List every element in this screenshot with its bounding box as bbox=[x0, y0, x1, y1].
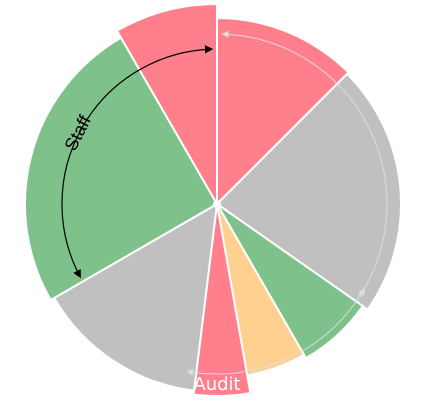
center-dot bbox=[213, 200, 221, 208]
annotation-arc-sonar bbox=[221, 30, 388, 298]
annotation-arc-audit bbox=[186, 287, 365, 376]
slices-layer bbox=[23, 3, 402, 397]
label-audit: Audit bbox=[193, 374, 240, 395]
annotation-arc-staff bbox=[61, 45, 214, 279]
arcs-layer bbox=[61, 30, 388, 376]
